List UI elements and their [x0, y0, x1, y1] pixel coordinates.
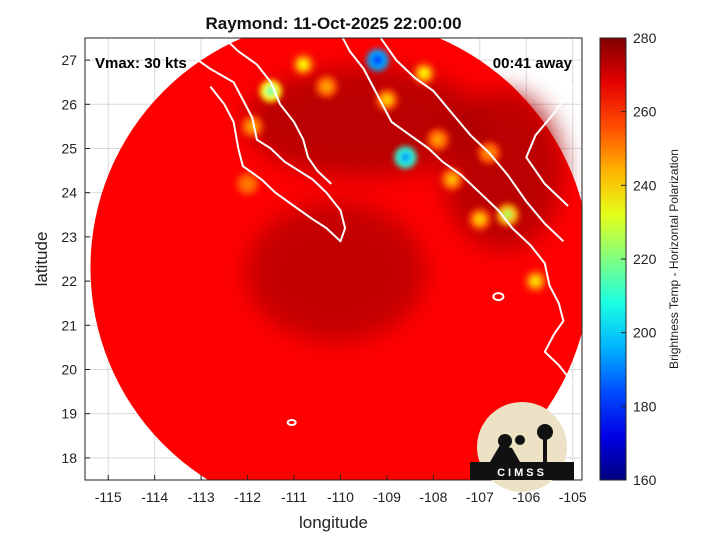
y-axis-label: latitude [32, 232, 51, 287]
convective-cell-core [400, 152, 411, 163]
y-tick-label: 21 [61, 317, 77, 333]
convective-cell-core [502, 209, 513, 220]
convective-cell [468, 208, 491, 231]
colorbar-tick-label: 220 [633, 251, 657, 267]
convective-cell-core [419, 68, 430, 79]
storm-core [245, 202, 426, 343]
coastline [341, 38, 574, 384]
vmax-annotation: Vmax: 30 kts [95, 55, 187, 72]
y-tick-label: 26 [61, 96, 77, 112]
colorbar-tick-label: 260 [633, 104, 657, 120]
convective-cell-core [446, 174, 457, 185]
colorbar-tick-label: 180 [633, 398, 657, 414]
logo-tower-tank [537, 424, 553, 440]
convective-cell-core [433, 134, 444, 145]
y-tick-label: 25 [61, 141, 77, 157]
convective-cell-core [298, 59, 309, 70]
logo-dish-head [498, 434, 512, 448]
logo-dish-small [515, 435, 525, 445]
island-socorro [286, 419, 297, 427]
convective-cell [440, 168, 463, 191]
x-tick-label: -111 [281, 489, 307, 505]
convective-cell-core [372, 55, 383, 66]
colorbar-tick-label: 160 [633, 472, 657, 488]
colorbar-label: Brightness Temp - Horizontal Polarizatio… [667, 149, 681, 369]
coastline [167, 38, 347, 243]
coastline [525, 86, 574, 207]
colorbar-tick-label: 240 [633, 177, 657, 193]
convective-cell [496, 203, 519, 226]
x-tick-label: -109 [373, 489, 401, 505]
convective-cell [427, 128, 450, 151]
y-tick-label: 24 [61, 185, 77, 201]
x-tick-label: -108 [419, 489, 447, 505]
plot-frame [84, 37, 583, 481]
convective-cell-core [474, 214, 485, 225]
colorbar-tick-label: 280 [633, 30, 657, 46]
x-tick-label: -113 [188, 489, 215, 505]
convective-cell [366, 49, 389, 72]
y-tick-label: 23 [61, 229, 77, 245]
time-away-annotation: 00:41 away [493, 55, 573, 72]
x-tick-label: -105 [559, 489, 587, 505]
coastlines [167, 38, 574, 427]
coastline [222, 38, 332, 185]
chart-title: Raymond: 11-Oct-2025 22:00:00 [205, 14, 462, 33]
logo-banner [470, 462, 574, 480]
convective-cell [375, 88, 398, 111]
convective-cell-core [242, 178, 253, 189]
y-tick-label: 19 [61, 406, 77, 422]
convective-cell [292, 53, 315, 76]
x-tick-label: -112 [234, 489, 261, 505]
logo-tower-leg [543, 436, 547, 464]
coastline [379, 38, 565, 243]
x-tick-label: -107 [466, 489, 494, 505]
convective-cell-core [530, 276, 541, 287]
x-tick-label: -114 [141, 489, 168, 505]
y-tick-label: 27 [61, 52, 77, 68]
y-tick-label: 22 [61, 273, 77, 289]
x-tick-label: -106 [512, 489, 540, 505]
x-tick-label: -110 [327, 489, 354, 505]
island-tres-marias [492, 292, 505, 302]
land-region-cool [243, 66, 484, 177]
colorbar-tick-label: 200 [633, 325, 657, 341]
logo-dish [490, 445, 520, 462]
swath-layer [90, 38, 582, 480]
colorbar-ticks: 160 180 200 220 240 260 280 [621, 30, 657, 488]
x-tick-label: -115 [95, 489, 122, 505]
convective-cell-core [321, 81, 332, 92]
y-tick-label: 18 [61, 450, 77, 466]
x-axis-label: longitude [299, 513, 368, 532]
tick-labels: -115 -114 -113 -112 -111 -110 -109 -108 -107 -106… [61, 52, 587, 505]
cimss-logo [470, 402, 574, 492]
convective-cell [524, 270, 547, 293]
y-tick-label: 20 [61, 362, 77, 378]
convective-cell [394, 146, 417, 169]
convective-cell-core [381, 94, 392, 105]
convective-cell [413, 62, 436, 85]
convective-cell [315, 75, 338, 98]
logo-text: CIMSS [497, 467, 547, 479]
convective-cell [236, 172, 259, 195]
